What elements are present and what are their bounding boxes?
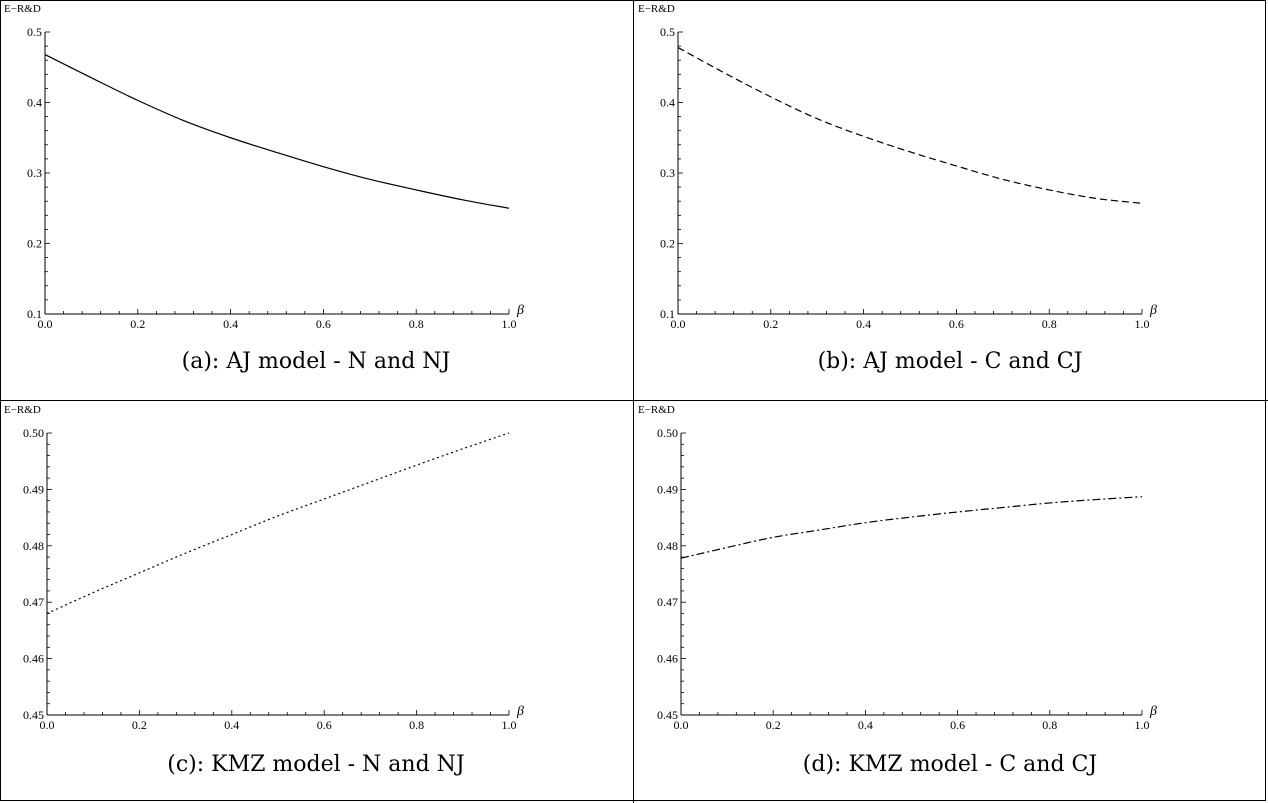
chart-b-plot: 0.0 0.2 0.4 0.6 0.8 1.0 0.1 0.2 0.3 0.4 0.5 E−R&D β [638, 3, 1157, 331]
chart-c-caption: (c): KMZ model - N and NJ [167, 752, 465, 777]
chart-b-x-axis-label: β [1149, 303, 1157, 318]
chart-d-x-tick-label: 0.2 [766, 718, 781, 732]
chart-b-x-tick-label: 0.6 [949, 317, 964, 331]
chart-d-y-tick-label: 0.48 [657, 539, 678, 553]
chart-a-y-tick-label: 0.1 [27, 307, 42, 321]
chart-d-x-tick-label: 1.0 [1135, 718, 1150, 732]
chart-b-x-tick-label: 1.0 [1135, 317, 1150, 331]
chart-c-x-tick-label: 0.8 [409, 718, 424, 732]
chart-a-x-tick-label: 1.0 [502, 317, 517, 331]
chart-a-x-axis-label: β [516, 303, 524, 318]
chart-a-y-tick-label: 0.5 [27, 25, 42, 39]
chart-b-x-tick-label: 0.8 [1042, 317, 1057, 331]
chart-a-y-axis-label: E−R&D [4, 3, 41, 15]
chart-d-x-axis-label: β [1149, 704, 1157, 719]
chart-panel-a: 0.0 0.2 0.4 0.6 0.8 1.0 0.1 0.2 0.3 0.4 0.5 E−R&D β … [0, 0, 632, 400]
chart-c-x-tick-label: 1.0 [502, 718, 517, 732]
chart-b-series-line [677, 46, 1143, 204]
chart-d-x-tick-label: 0.6 [950, 718, 965, 732]
chart-panel-b: 0.0 0.2 0.4 0.6 0.8 1.0 0.1 0.2 0.3 0.4 0.5 E−R&D β … [634, 0, 1266, 400]
chart-c-y-tick-label: 0.46 [23, 652, 44, 666]
grid-divider-vertical [633, 0, 634, 803]
chart-c-plot: 0.0 0.2 0.4 0.6 0.8 1.0 0.45 0.46 0.47 0.48 0.49 0.… [4, 404, 524, 732]
chart-a-x-tick-label: 0.2 [130, 317, 145, 331]
chart-a-caption: (a): AJ model - N and NJ [181, 349, 451, 374]
chart-d-y-tick-label: 0.46 [657, 652, 678, 666]
chart-b-y-axis-label: E−R&D [638, 3, 675, 15]
chart-c-x-tick-label: 0.0 [40, 718, 55, 732]
chart-d-x-tick-label: 0.0 [674, 718, 689, 732]
chart-d-series-line [680, 496, 1143, 559]
grid-divider-horizontal [0, 400, 1268, 401]
chart-b-y-tick-label: 0.4 [660, 96, 675, 110]
chart-a-x-tick-label: 0.6 [316, 317, 331, 331]
chart-b-caption: (b): AJ model - C and CJ [817, 349, 1083, 374]
chart-c-y-tick-label: 0.50 [23, 426, 44, 440]
chart-b-x-tick-label: 0.2 [763, 317, 778, 331]
chart-a-y-tick-label: 0.2 [27, 237, 42, 251]
chart-c-x-tick-label: 0.4 [224, 718, 239, 732]
chart-panel-d: 0.0 0.2 0.4 0.6 0.8 1.0 0.45 0.46 0.47 0.48 0.49 0.… [634, 401, 1266, 801]
chart-c-y-tick-label: 0.48 [23, 539, 44, 553]
chart-a-x-tick-label: 0.8 [409, 317, 424, 331]
chart-b-y-tick-label: 0.1 [660, 307, 675, 321]
chart-panel-c: 0.0 0.2 0.4 0.6 0.8 1.0 0.45 0.46 0.47 0.48 0.49 0.… [0, 401, 632, 801]
chart-d-y-tick-label: 0.50 [657, 426, 678, 440]
chart-d-x-tick-label: 0.8 [1042, 718, 1057, 732]
chart-d-y-tick-label: 0.45 [657, 708, 678, 722]
chart-c-y-tick-label: 0.45 [23, 708, 44, 722]
chart-d-caption: (d): KMZ model - C and CJ [802, 752, 1098, 777]
chart-c-x-axis-label: β [516, 704, 524, 719]
chart-b-y-tick-label: 0.3 [660, 166, 675, 180]
chart-b-y-tick-label: 0.2 [660, 237, 675, 251]
chart-a-y-tick-label: 0.3 [27, 166, 42, 180]
chart-d-x-tick-label: 0.4 [858, 718, 873, 732]
chart-c-y-tick-label: 0.47 [23, 595, 44, 609]
chart-a-plot: 0.0 0.2 0.4 0.6 0.8 1.0 0.1 0.2 0.3 0.4 0.5 E−R&D β [4, 3, 524, 331]
chart-b-x-tick-label: 0.0 [671, 317, 686, 331]
chart-a-y-tick-label: 0.4 [27, 96, 42, 110]
chart-d-y-tick-label: 0.49 [657, 482, 678, 496]
chart-a-series-line [44, 54, 510, 209]
chart-a-x-tick-label: 0.0 [38, 317, 53, 331]
chart-d-y-axis-label: E−R&D [638, 404, 675, 416]
chart-b-x-tick-label: 0.4 [856, 317, 871, 331]
chart-c-y-axis-label: E−R&D [4, 404, 41, 416]
chart-b-y-tick-label: 0.5 [660, 25, 675, 39]
chart-c-series-line [46, 432, 510, 615]
chart-a-x-tick-label: 0.4 [223, 317, 238, 331]
chart-d-y-tick-label: 0.47 [657, 595, 678, 609]
chart-c-y-tick-label: 0.49 [23, 482, 44, 496]
chart-d-plot: 0.0 0.2 0.4 0.6 0.8 1.0 0.45 0.46 0.47 0.48 0.49 0.… [638, 404, 1157, 732]
chart-c-x-tick-label: 0.6 [317, 718, 332, 732]
chart-c-x-tick-label: 0.2 [132, 718, 147, 732]
